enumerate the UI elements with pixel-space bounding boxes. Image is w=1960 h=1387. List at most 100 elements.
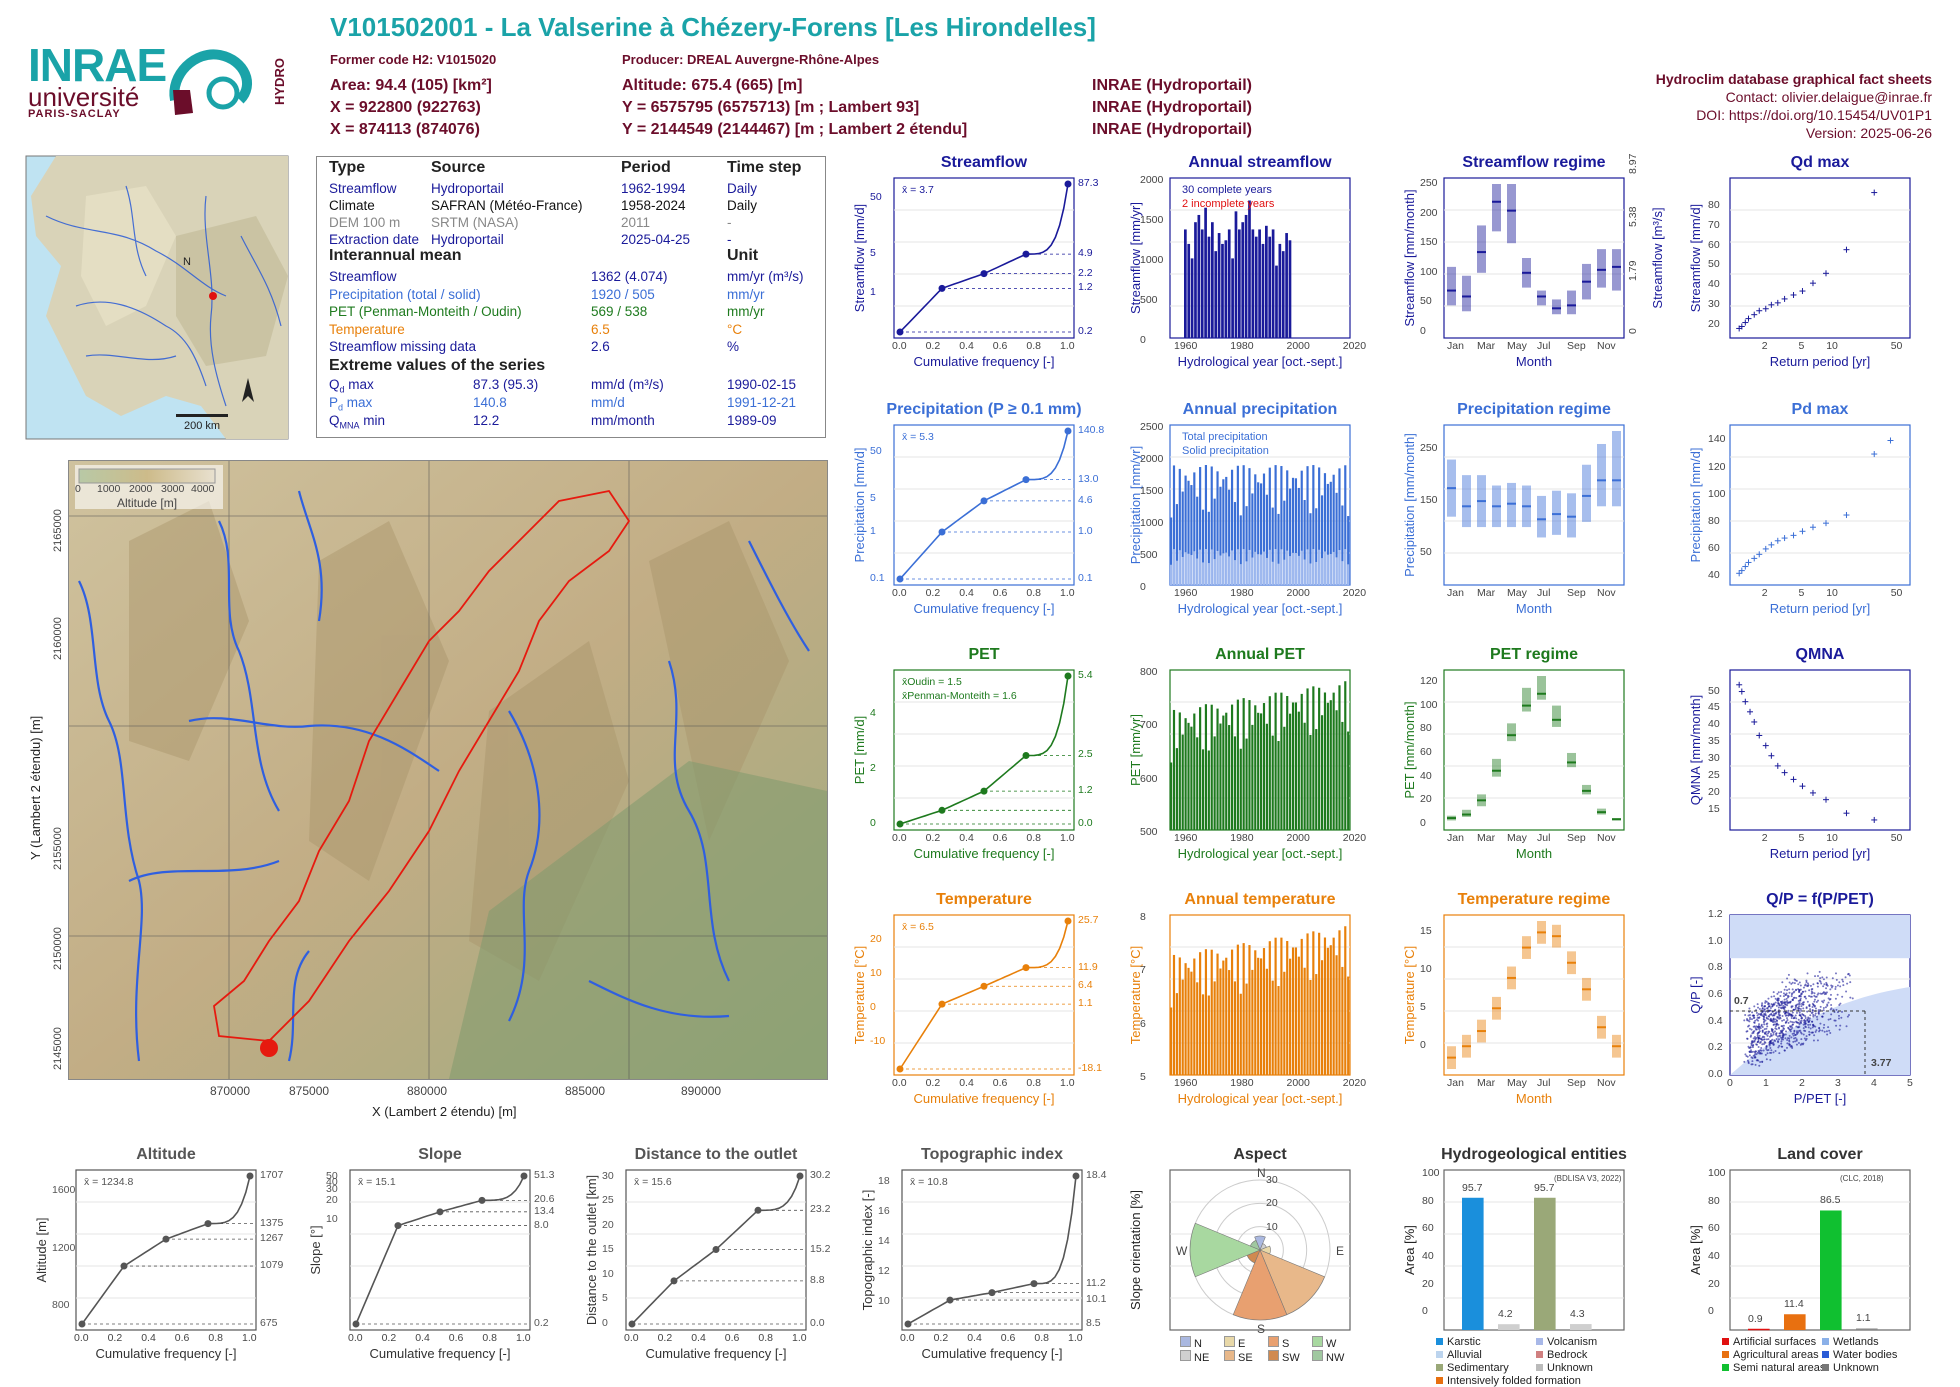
daily-point [1770,1052,1772,1054]
daily-point [1800,996,1802,998]
daily-point [1767,1018,1769,1020]
annual-bar [1280,938,1282,1075]
daily-point [1744,1053,1746,1055]
daily-point [1753,1015,1755,1017]
daily-point [1797,1003,1799,1005]
daily-point [1778,1011,1780,1013]
x-tick-pet: 0.8 [1026,832,1041,844]
source-note-land_cover: (CLC, 2018) [1840,1174,1884,1183]
daily-point [1839,1003,1841,1005]
daily-point [1778,1032,1780,1034]
col-timestep: Time step [727,159,801,177]
daily-point [1779,995,1781,997]
daily-point [1781,981,1783,983]
daily-point [1769,1045,1771,1047]
box [1507,184,1516,243]
daily-point [1766,1025,1768,1027]
solid-bar [1347,564,1349,585]
daily-point [1778,1007,1780,1009]
daily-point [1849,997,1851,999]
aspect-legend-item: N [1180,1336,1202,1350]
annual-bar [1341,722,1343,830]
y-tick-streamflow_regime: 150 [1420,236,1438,248]
daily-point [1775,1011,1777,1013]
box [1462,276,1471,312]
daily-point [1815,1012,1817,1014]
daily-point [1823,1024,1825,1026]
daily-point [1783,992,1785,994]
annual-bar [1185,718,1187,830]
plot-frame [76,1170,256,1330]
y-tick-pet_regime: 100 [1420,699,1438,711]
daily-point [1833,1019,1835,1021]
daily-point [1786,1042,1788,1044]
daily-point [1795,1014,1797,1016]
daily-point [1806,1038,1808,1040]
source-3: INRAE (Hydroportail) [1092,119,1252,141]
legend-annual_precipitation: Solid precipitation [1182,445,1269,457]
category-legend-item: Wetlands [1822,1336,1879,1348]
annual-bar [1341,967,1343,1075]
daily-point [1766,1045,1768,1047]
daily-point [1830,1013,1832,1015]
ylabel-annual_precipitation: Precipitation [mm/yr] [1128,425,1143,585]
daily-point [1798,1023,1800,1025]
x-tick-slope: 0.2 [382,1332,397,1344]
chart-title-slope: Slope [330,1146,550,1164]
extreme-date: 1990-02-15 [727,377,796,392]
legend-text: Unknown [1833,1362,1879,1374]
daily-point [1792,1033,1794,1035]
extreme-label: Qd max [329,377,374,395]
daily-point [1797,1021,1799,1023]
ylabel-qmna: QMNA [mm/month] [1688,670,1703,830]
legend-text: Semi natural areas [1733,1362,1825,1374]
chart-plot-qmna [1730,670,1910,830]
daily-point [1780,1017,1782,1019]
annot-y: 0.7 [1734,995,1749,1007]
mean-label: Precipitation (total / solid) [329,287,481,302]
mean-unit: °C [727,322,742,337]
x-tick-pet: 0.2 [926,832,941,844]
legend-text: W [1326,1338,1336,1350]
ylabel-aspect: Slope orientation [%] [1128,1170,1143,1330]
daily-point [1817,1039,1819,1041]
x-tick-streamflow: 0.6 [993,340,1008,352]
chart-plot-qd_max [1730,178,1910,338]
daily-point [1835,998,1837,1000]
solid-bar [1237,549,1239,585]
y-tick-annual_streamflow: 1000 [1140,254,1163,266]
annual-bar [1330,945,1332,1075]
daily-point [1842,981,1844,983]
daily-point [1785,986,1787,988]
left-tick-altitude: 1200 [52,1242,75,1254]
daily-point [1763,1050,1765,1052]
y-tick-hydrogeology: 40 [1422,1250,1434,1262]
solid-bar [1234,560,1236,585]
annual-bar [1286,696,1288,830]
y-tick-temperature_regime: 15 [1420,925,1432,937]
daily-point [1755,1043,1757,1045]
month-tick-precipitation_regime: Sep [1567,587,1586,599]
annual-bar [1219,969,1221,1075]
month-tick-streamflow_regime: Sep [1567,340,1586,352]
former-code: Former code H2: V1015020 [330,52,496,67]
doi-link[interactable]: DOI: https://doi.org/10.15454/UV01P1 [1656,106,1932,124]
daily-point [1765,1048,1767,1050]
x-l2e: X = 874113 (874076) [330,119,480,141]
legend-swatch [1180,1350,1191,1361]
daily-point [1752,1063,1754,1065]
daily-point [1789,981,1791,983]
daily-point [1814,992,1816,994]
solid-bar [1199,550,1201,585]
daily-point [1770,1007,1772,1009]
y-tick-qd_max: 60 [1708,239,1720,251]
annual-bar [1318,933,1320,1075]
legend-swatch [1180,1336,1191,1347]
daily-point [1788,1022,1790,1024]
x-tick-distance: 0.6 [725,1332,740,1344]
x-tick-altitude: 0.0 [74,1332,89,1344]
annual-bar [1306,688,1308,830]
bar-label: 95.7 [1462,1182,1482,1194]
daily-point [1826,1030,1828,1032]
daily-point [1814,1005,1816,1007]
